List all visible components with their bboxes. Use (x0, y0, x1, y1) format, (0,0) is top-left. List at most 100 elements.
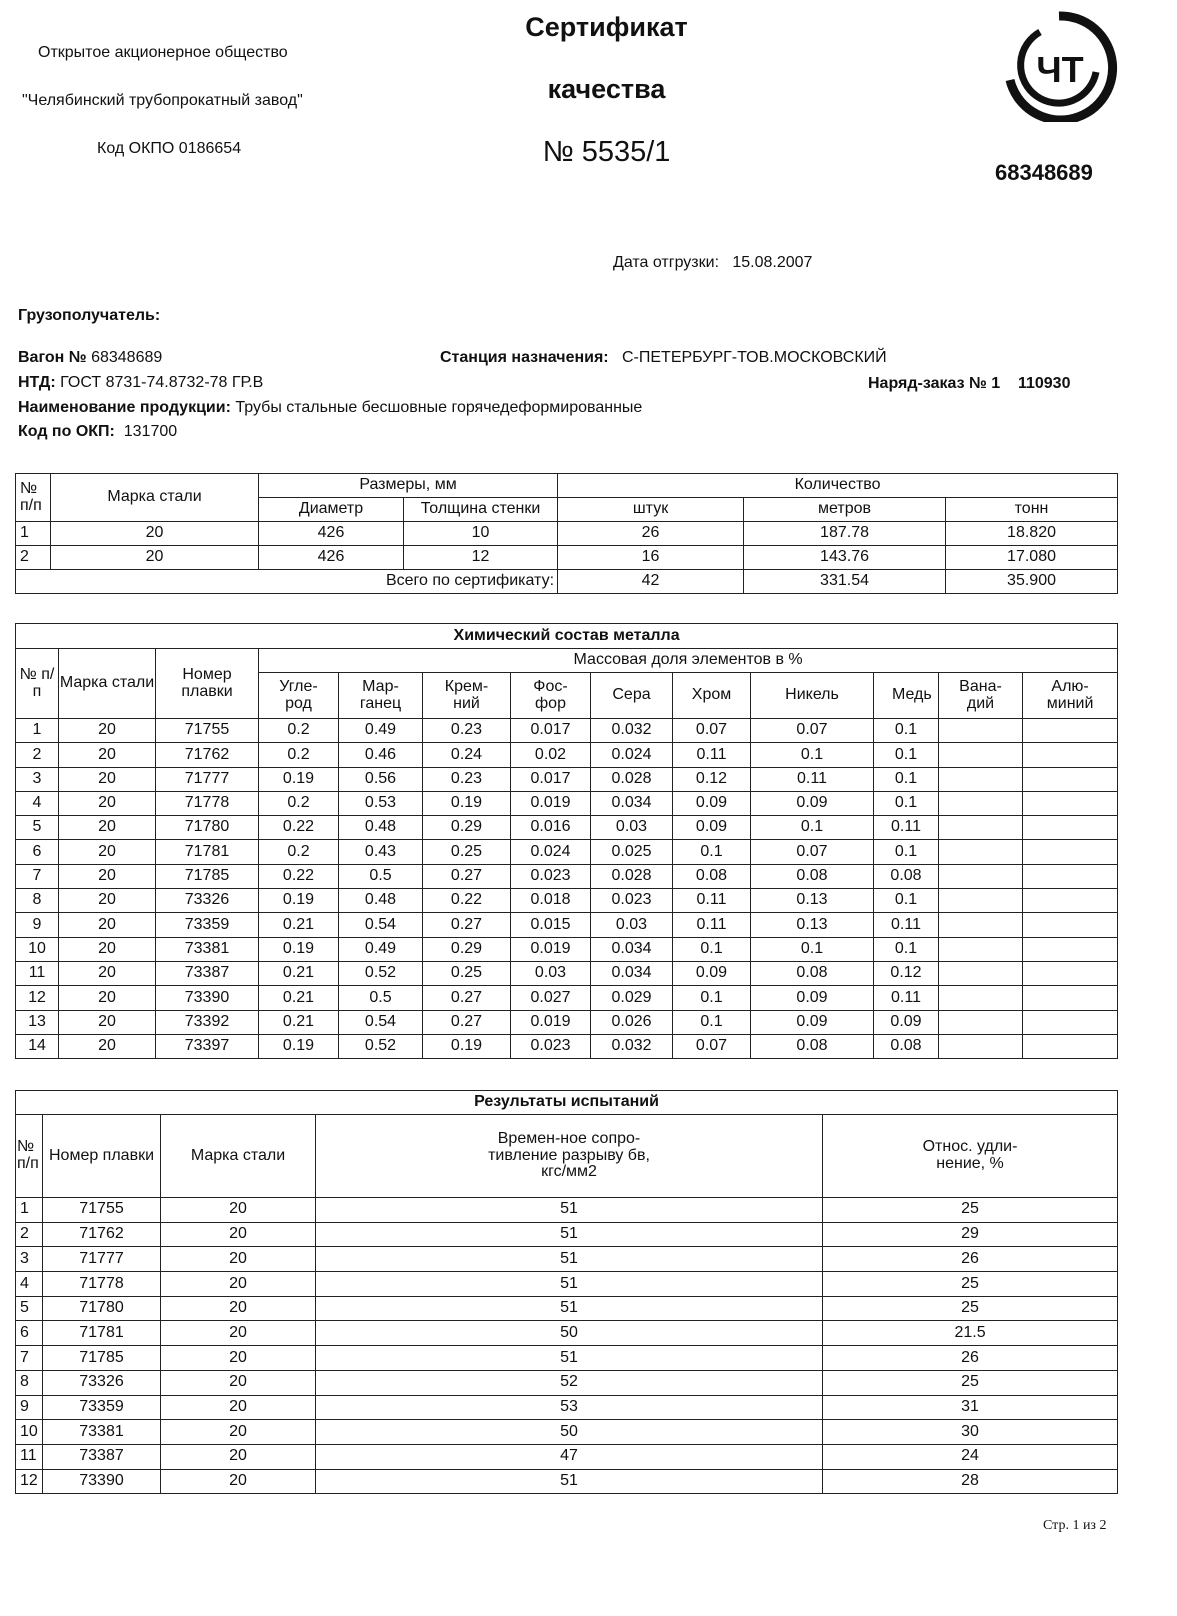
header-num: № п/п (15, 1114, 43, 1198)
table-row: 7 20 71785 0.22 0.5 0.27 0.023 0.028 0.08 0.08 0.0… (15, 863, 1119, 890)
element-value: 0.22 (258, 863, 339, 890)
steel-grade: 20 (160, 1246, 316, 1273)
heat-number: 71780 (155, 815, 259, 841)
element-value: 0.1 (873, 936, 939, 962)
element-value: 0.034 (590, 790, 673, 817)
steel-grade: 20 (50, 521, 259, 546)
element-value (938, 839, 1023, 865)
header-element: Сера (590, 672, 673, 719)
tensile-strength: 53 (315, 1394, 823, 1421)
element-value: 0.08 (750, 863, 874, 890)
element-value: 0.23 (422, 766, 511, 792)
header-element: Алю-миний (1021, 672, 1119, 719)
element-value: 0.48 (338, 888, 423, 914)
row-num: 2 (15, 742, 59, 768)
product-row: Наименование продукции: Трубы стальные б… (18, 399, 642, 417)
element-value: 0.09 (750, 790, 874, 817)
steel-grade: 20 (58, 960, 156, 987)
element-value: 0.1 (873, 839, 939, 865)
element-value: 0.023 (590, 888, 673, 914)
row-num: 12 (15, 985, 59, 1011)
element-value: 0.08 (750, 960, 874, 987)
row-num: 11 (15, 1443, 43, 1470)
tensile-strength: 51 (315, 1468, 823, 1495)
table-row: 6 71781 20 50 21.5 (15, 1320, 1119, 1347)
heat-number: 73359 (42, 1394, 161, 1421)
ntd-row: НТД: ГОСТ 8731-74.8732-78 ГР.В (18, 374, 263, 392)
row-num: 5 (15, 815, 59, 841)
element-value: 0.24 (422, 742, 511, 768)
station-row: Станция назначения: С-ПЕТЕРБУРГ-ТОВ.МОСК… (440, 349, 887, 367)
elongation: 29 (821, 1221, 1119, 1248)
element-value: 0.02 (510, 742, 591, 768)
header-element: Крем-ний (422, 672, 511, 719)
svg-text:ЧТ: ЧТ (1036, 49, 1083, 90)
element-value: 0.025 (590, 839, 673, 865)
heat-number: 71755 (155, 717, 259, 744)
header-pcs: штук (557, 497, 745, 522)
ntd-value: ГОСТ 8731-74.8732-78 ГР.В (60, 374, 264, 391)
heat-number: 71777 (155, 766, 259, 792)
tensile-strength: 52 (315, 1369, 823, 1396)
element-value: 0.1 (873, 766, 939, 792)
header-tensile-strength: Времен-ное сопро-тивление разрыву бв, кг… (315, 1114, 823, 1198)
heat-number: 71762 (42, 1221, 161, 1248)
heat-number: 71780 (42, 1295, 161, 1322)
element-value: 0.49 (338, 936, 423, 962)
steel-grade: 20 (160, 1394, 316, 1421)
element-value (938, 1009, 1023, 1035)
row-num: 2 (15, 545, 51, 570)
element-value: 0.1 (873, 742, 939, 768)
heat-number: 71785 (42, 1345, 161, 1371)
table-row: 3 20 71777 0.19 0.56 0.23 0.017 0.028 0.12 0.11 0.… (15, 766, 1119, 792)
heat-number: 73390 (42, 1468, 161, 1495)
test-results-table: Результаты испытаний № п/п Номер плавки … (14, 1090, 1119, 1495)
row-num: 4 (15, 790, 59, 817)
row-num: 6 (15, 1320, 43, 1347)
element-value: 0.017 (510, 766, 591, 792)
pieces: 16 (557, 545, 745, 570)
okp-value: 131700 (123, 423, 178, 440)
steel-grade: 20 (160, 1295, 316, 1322)
element-value (1021, 742, 1119, 768)
element-value (1021, 863, 1119, 890)
elongation: 30 (821, 1419, 1119, 1445)
element-value: 0.1 (672, 839, 751, 865)
element-value: 0.029 (590, 985, 673, 1011)
tensile-strength: 51 (315, 1221, 823, 1248)
heat-number: 73381 (155, 936, 259, 962)
element-value: 0.019 (510, 936, 591, 962)
ship-date: 15.08.2007 (732, 254, 813, 271)
element-value: 0.024 (590, 742, 673, 768)
total-label: Всего по сертификату: (14, 569, 559, 594)
pieces: 26 (557, 521, 745, 546)
heat-number: 73326 (155, 888, 259, 914)
element-value (938, 790, 1023, 817)
element-value (938, 936, 1023, 962)
product-value: Трубы стальные бесшовные горячедеформиро… (235, 399, 643, 416)
element-value: 0.43 (338, 839, 423, 865)
element-value: 0.27 (422, 985, 511, 1011)
element-value: 0.08 (672, 863, 751, 890)
total-tons: 35.900 (945, 569, 1119, 594)
element-value: 0.1 (672, 1009, 751, 1035)
tensile-strength: 51 (315, 1295, 823, 1322)
steel-grade: 20 (58, 863, 156, 890)
element-value: 0.1 (750, 815, 874, 841)
okp-row: Код по ОКП: 131700 (18, 423, 177, 441)
tensile-strength: 51 (315, 1345, 823, 1371)
element-value: 0.19 (258, 766, 339, 792)
elongation: 28 (821, 1468, 1119, 1495)
element-value: 0.5 (338, 985, 423, 1011)
header-mass-fraction: Массовая доля элементов в % (257, 648, 1119, 673)
element-value: 0.1 (873, 888, 939, 914)
steel-grade: 20 (160, 1271, 316, 1297)
header-num: № п/п (15, 473, 51, 522)
heat-number: 71778 (155, 790, 259, 817)
element-value: 0.03 (590, 815, 673, 841)
total-row: Всего по сертификату: 42 331.54 35.900 (14, 569, 1119, 594)
ntd-label: НТД: (18, 374, 56, 391)
header-meters: метров (743, 497, 947, 522)
wagon-number-big: 68348689 (995, 160, 1093, 185)
header-diameter: Диаметр (258, 497, 404, 522)
